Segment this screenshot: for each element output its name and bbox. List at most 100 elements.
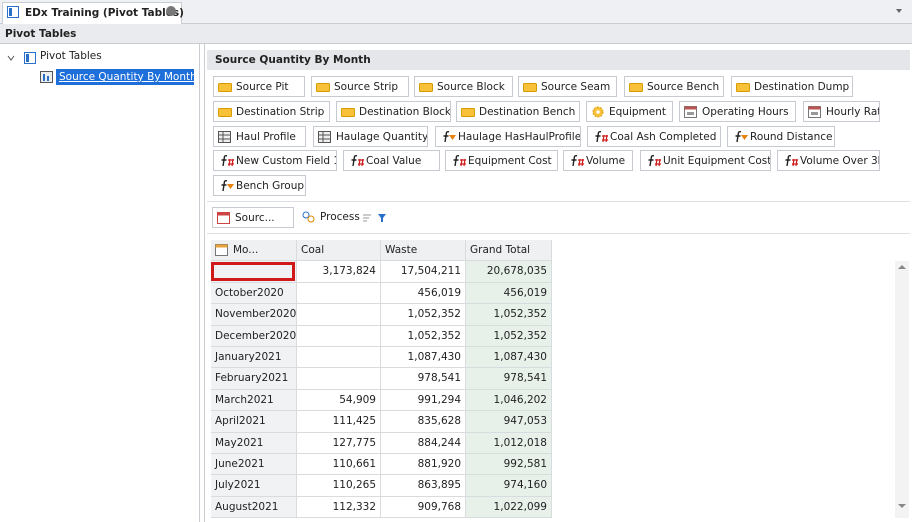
field-label: Haulage Quantity <box>336 131 428 143</box>
field-label: Destination Block <box>359 106 451 118</box>
field-button[interactable]: Unit Equipment Cost <box>640 150 771 171</box>
data-cell[interactable] <box>297 326 381 347</box>
field-button[interactable]: Destination Block <box>336 101 451 122</box>
row-header[interactable]: February2021 <box>211 368 297 389</box>
data-cell[interactable]: 110,265 <box>297 475 381 496</box>
field-label: Source Pit <box>236 81 289 93</box>
field-icon <box>461 106 475 118</box>
field-button[interactable]: Coal Ash Completed <box>587 126 721 147</box>
field-button[interactable]: Bench Grouping <box>213 175 306 196</box>
column-header[interactable]: Waste <box>381 240 466 261</box>
data-cell[interactable]: 1,022,099 <box>466 497 552 518</box>
data-cell[interactable]: 1,052,352 <box>466 326 552 347</box>
data-cell[interactable]: 978,541 <box>466 368 552 389</box>
row-header[interactable]: January2021 <box>211 347 297 368</box>
data-cell[interactable]: 909,768 <box>381 497 466 518</box>
data-cell[interactable]: 1,046,202 <box>466 390 552 411</box>
field-button[interactable]: Haulage Quantity <box>313 126 428 147</box>
data-cell[interactable]: 947,053 <box>466 411 552 432</box>
data-cell[interactable]: 456,019 <box>381 283 466 304</box>
row-header[interactable]: June2021 <box>211 454 297 475</box>
data-cell[interactable]: 1,087,430 <box>381 347 466 368</box>
row-field-header[interactable]: Mo... <box>211 240 297 261</box>
data-cell[interactable]: 17,504,211 <box>381 261 466 282</box>
field-button[interactable]: Equipment Cost <box>445 150 558 171</box>
field-button[interactable]: New Custom Field 1 <box>213 150 337 171</box>
pivot-title: Source Quantity By Month <box>207 50 910 70</box>
tab-dropdown[interactable] <box>896 9 902 13</box>
data-cell[interactable]: 884,244 <box>381 433 466 454</box>
tab-close[interactable] <box>166 6 176 16</box>
data-cell[interactable]: 3,173,824 <box>297 261 381 282</box>
scroll-up[interactable] <box>898 264 906 270</box>
field-label: Equipment Cost <box>468 155 552 167</box>
field-icon <box>348 155 364 167</box>
data-cell[interactable]: 991,294 <box>381 390 466 411</box>
sort-filter-icons[interactable] <box>363 213 389 223</box>
row-header[interactable]: October2020 <box>211 283 297 304</box>
field-button[interactable]: Volume Over 3km <box>777 150 880 171</box>
data-cell[interactable]: 20,678,035 <box>466 261 552 282</box>
field-label: Source Strip <box>334 81 398 93</box>
data-cell[interactable] <box>297 347 381 368</box>
field-label: New Custom Field 1 <box>236 155 337 167</box>
vertical-scrollbar[interactable] <box>895 261 909 518</box>
data-cell[interactable]: 456,019 <box>466 283 552 304</box>
field-button[interactable]: Operating Hours <box>679 101 796 122</box>
data-cell[interactable]: 978,541 <box>381 368 466 389</box>
field-button[interactable]: Round Distance <box>727 126 835 147</box>
document-tab[interactable]: EDx Training (Pivot Tables) <box>2 2 182 24</box>
data-cell[interactable]: 112,332 <box>297 497 381 518</box>
field-label: Coal Value <box>366 155 421 167</box>
data-cell[interactable]: 1,052,352 <box>381 326 466 347</box>
expand-arrow[interactable] <box>7 54 15 62</box>
field-label: Volume <box>586 155 625 167</box>
data-cell[interactable]: 992,581 <box>466 454 552 475</box>
data-cell[interactable]: 974,160 <box>466 475 552 496</box>
field-button[interactable]: Volume <box>563 150 633 171</box>
row-field-label: Mo... <box>233 244 258 256</box>
data-cell[interactable] <box>297 283 381 304</box>
data-cell[interactable]: 111,425 <box>297 411 381 432</box>
field-button[interactable]: Equipment <box>586 101 673 122</box>
tree-root-icon <box>24 52 36 64</box>
field-icon <box>808 106 821 118</box>
data-cell[interactable]: 881,920 <box>381 454 466 475</box>
field-button[interactable]: Destination Strip <box>213 101 330 122</box>
data-cell[interactable]: 835,628 <box>381 411 466 432</box>
field-button[interactable]: Haul Profile <box>213 126 306 147</box>
data-cell[interactable]: 1,052,352 <box>466 304 552 325</box>
field-button[interactable]: Destination Dump <box>731 76 853 97</box>
field-button[interactable]: Source Block <box>414 76 513 97</box>
row-header[interactable]: April2021 <box>211 411 297 432</box>
field-button[interactable]: Source Bench <box>624 76 724 97</box>
data-cell[interactable]: 863,895 <box>381 475 466 496</box>
row-header[interactable]: December2020 <box>211 326 297 347</box>
field-button[interactable]: Hourly Rate <box>803 101 880 122</box>
field-button[interactable]: Source Strip <box>311 76 409 97</box>
data-cell[interactable]: 1,087,430 <box>466 347 552 368</box>
data-cell[interactable]: 54,909 <box>297 390 381 411</box>
row-header[interactable]: August2021 <box>211 497 297 518</box>
data-cell[interactable]: 1,052,352 <box>381 304 466 325</box>
data-cell[interactable] <box>297 304 381 325</box>
field-button[interactable]: Haulage HasHaulProfile <box>435 126 581 147</box>
data-cell[interactable] <box>297 368 381 389</box>
column-header[interactable]: Grand Total <box>466 240 552 261</box>
field-button[interactable]: Source Seam <box>518 76 617 97</box>
data-cell[interactable]: 127,775 <box>297 433 381 454</box>
row-header[interactable]: March2021 <box>211 390 297 411</box>
field-button[interactable]: Destination Bench <box>456 101 580 122</box>
row-header[interactable]: November2020 <box>211 304 297 325</box>
data-cell[interactable]: 1,012,018 <box>466 433 552 454</box>
field-button[interactable]: Coal Value <box>343 150 440 171</box>
data-cell[interactable]: 110,661 <box>297 454 381 475</box>
scroll-down[interactable] <box>898 503 906 509</box>
row-header[interactable]: May2021 <box>211 433 297 454</box>
field-icon <box>218 81 232 93</box>
column-header[interactable]: Coal <box>297 240 381 261</box>
field-button[interactable]: Source Pit <box>213 76 305 97</box>
tree-item-selected[interactable]: Source Quantity By Month <box>56 69 194 85</box>
column-field[interactable]: Sourc... <box>212 207 294 228</box>
row-header[interactable]: July2021 <box>211 475 297 496</box>
